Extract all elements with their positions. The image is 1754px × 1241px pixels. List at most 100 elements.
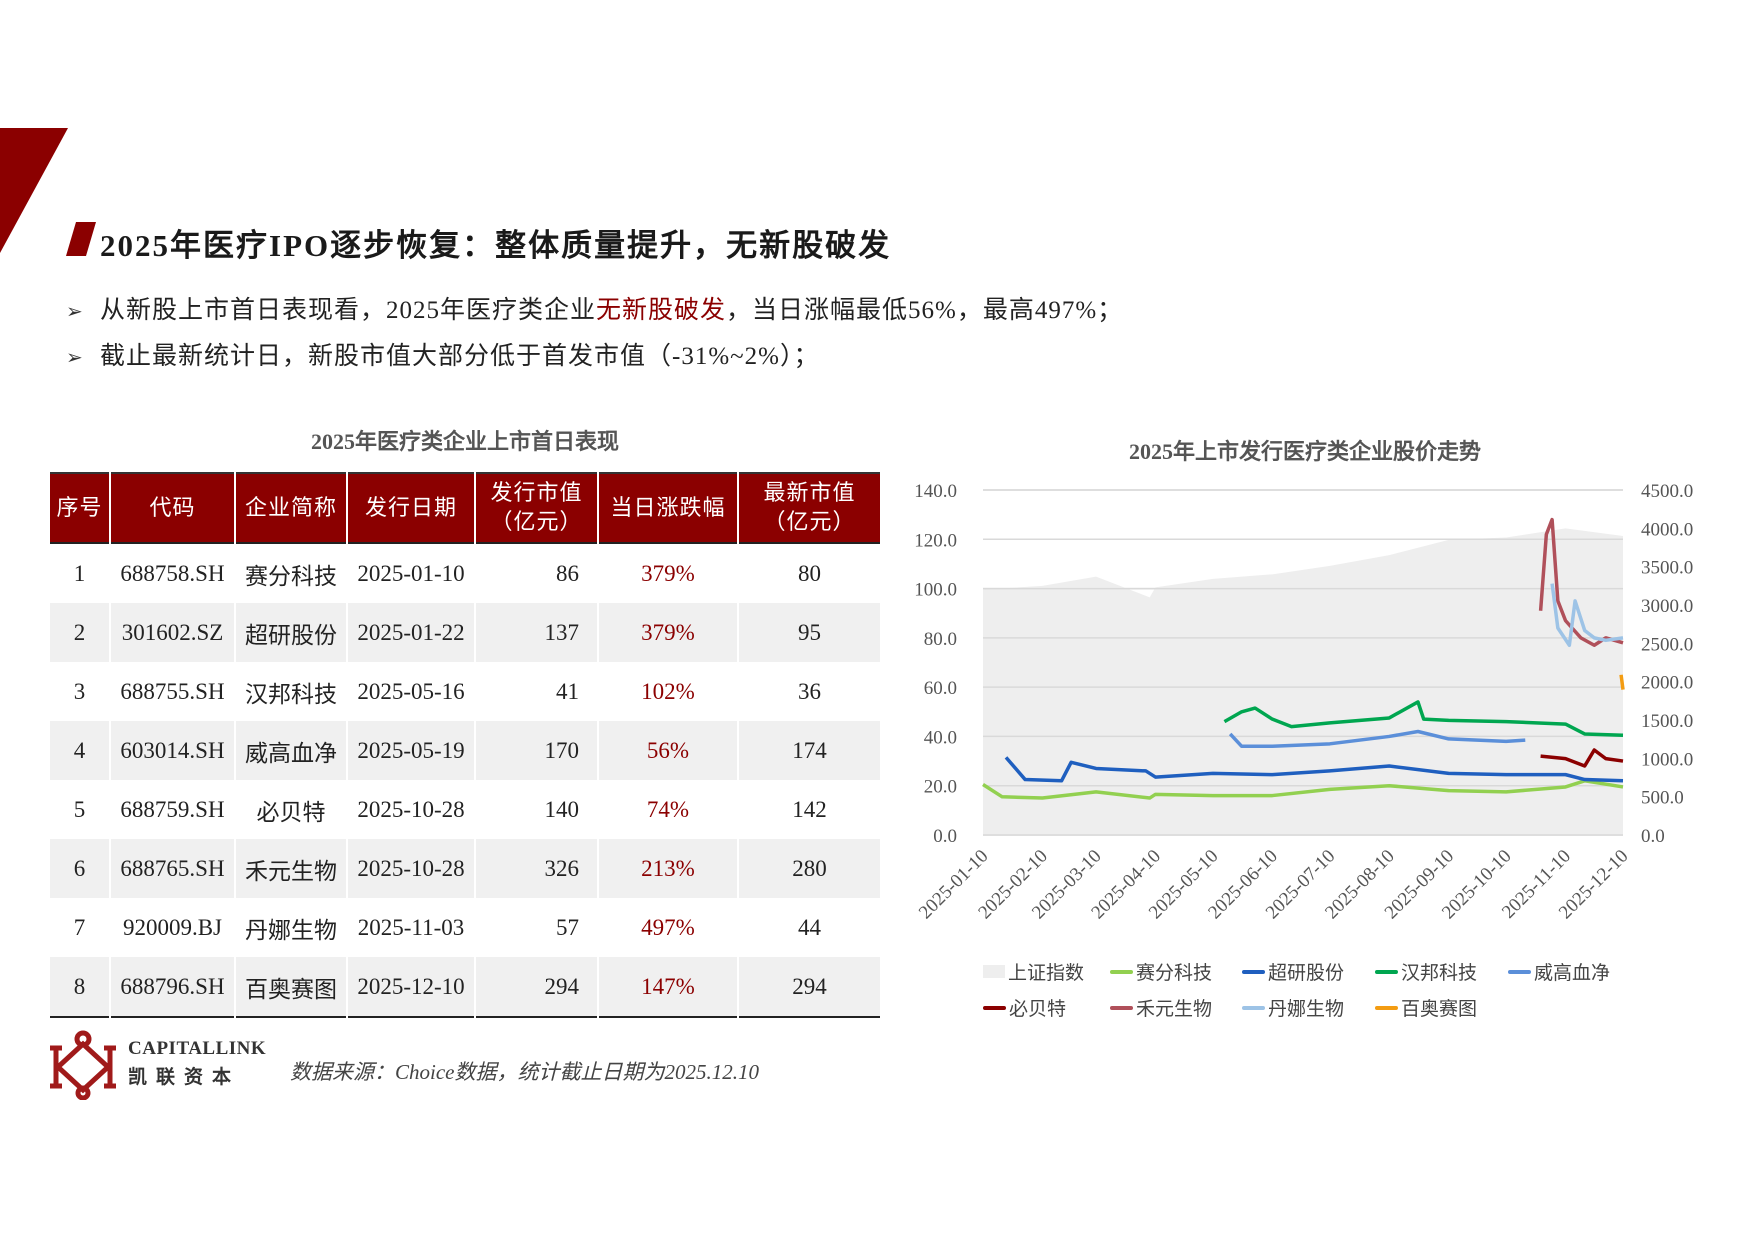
cell-latest-value: 280 — [737, 839, 880, 898]
legend-label: 赛分科技 — [1136, 963, 1213, 984]
line-series — [1004, 756, 1624, 783]
y-right-tick: 2500.0 — [1641, 634, 1693, 655]
cell-date: 2025-01-10 — [346, 543, 475, 603]
legend-line-swatch-icon — [1242, 1005, 1265, 1010]
cell-name: 赛分科技 — [234, 543, 347, 603]
stock-price-chart: 0.0 20.0 40.0 60.0 80.0 100.0 120.0 140.0 0.0 500… — [914, 481, 1693, 923]
y-right-tick: 2000.0 — [1641, 673, 1693, 694]
area-series-shanghai-index — [983, 528, 1623, 835]
cell-issue-value: 326 — [474, 839, 598, 898]
table-row: 4 603014.SH 威高血净 2025-05-19 170 56% 174 — [50, 721, 880, 780]
bullet-1: ➢ 从新股上市首日表现看，2025年医疗类企业无新股破发，当日涨幅最低56%，最高… — [66, 297, 1124, 324]
cell-index: 8 — [50, 957, 110, 1017]
y-right-tick: 1500.0 — [1641, 711, 1693, 732]
cell-code: 920009.BJ — [109, 898, 235, 957]
table-row: 2 301602.SZ 超研股份 2025-01-22 137 379% 95 — [50, 603, 880, 662]
y-right-tick: 4500.0 — [1641, 481, 1693, 502]
y-left-tick: 100.0 — [914, 580, 957, 601]
arrow-bullet-icon: ➢ — [66, 301, 84, 323]
header-issue-value: 发行市值 （亿元） — [474, 473, 598, 543]
cell-issue-value: 86 — [474, 543, 598, 603]
legend-item: 百奥赛图 — [1375, 994, 1477, 1021]
cell-first-day-change: 102% — [597, 662, 738, 721]
table-title: 2025年医疗类企业上市首日表现 — [310, 429, 619, 454]
line-series — [1619, 674, 1625, 690]
cell-issue-value: 140 — [474, 780, 598, 839]
legend-label: 威高血净 — [1534, 963, 1611, 984]
cell-index: 4 — [50, 721, 110, 780]
arrow-bullet-icon: ➢ — [66, 347, 84, 369]
legend-line-swatch-icon — [1242, 969, 1265, 974]
cell-issue-value: 41 — [474, 662, 598, 721]
cell-code: 688796.SH — [109, 957, 235, 1017]
cell-code: 688765.SH — [109, 839, 235, 898]
y-right-tick: 3000.0 — [1641, 596, 1693, 617]
cell-first-day-change: 497% — [597, 898, 738, 957]
cell-name: 汉邦科技 — [234, 662, 347, 721]
y-left-tick: 80.0 — [924, 629, 957, 650]
cell-name: 超研股份 — [234, 603, 347, 662]
legend-item: 超研股份 — [1242, 958, 1344, 985]
cell-latest-value: 294 — [737, 957, 880, 1017]
cell-name: 百奥赛图 — [234, 957, 347, 1017]
y-right-tick: 0.0 — [1641, 826, 1665, 847]
cell-latest-value: 36 — [737, 662, 880, 721]
table-row: 8 688796.SH 百奥赛图 2025-12-10 294 147% 294 — [50, 957, 880, 1017]
title-accent-icon — [66, 222, 96, 256]
cell-code: 688758.SH — [109, 543, 235, 603]
legend-label: 丹娜生物 — [1268, 999, 1345, 1020]
cell-code: 301602.SZ — [109, 603, 235, 662]
header-index: 序号 — [50, 473, 110, 543]
cell-date: 2025-10-28 — [346, 780, 475, 839]
bullet-2: ➢ 截止最新统计日，新股市值大部分低于首发市值（-31%~2%）； — [66, 343, 820, 370]
data-source-note: 数据来源：Choice数据，统计截止日期为2025.12.10 — [290, 1060, 759, 1084]
cell-date: 2025-11-03 — [346, 898, 475, 957]
line-series — [1540, 748, 1624, 768]
legend-item: 赛分科技 — [1110, 958, 1212, 985]
capitallink-logo-icon — [50, 1030, 116, 1100]
cell-date: 2025-05-19 — [346, 721, 475, 780]
legend-line-swatch-icon — [1375, 1005, 1398, 1010]
legend-line-swatch-icon — [1508, 969, 1531, 974]
y-left-tick: 0.0 — [933, 826, 957, 847]
cell-latest-value: 142 — [737, 780, 880, 839]
legend-label: 超研股份 — [1268, 963, 1345, 984]
line-series — [982, 779, 1624, 800]
legend-item: 汉邦科技 — [1375, 958, 1477, 985]
cell-issue-value: 57 — [474, 898, 598, 957]
header-code: 代码 — [109, 473, 235, 543]
legend-item: 威高血净 — [1508, 958, 1610, 985]
table-row: 1 688758.SH 赛分科技 2025-01-10 86 379% 80 — [50, 543, 880, 603]
legend-label: 百奥赛图 — [1401, 999, 1478, 1020]
y-left-tick: 60.0 — [924, 678, 957, 699]
cell-code: 688759.SH — [109, 780, 235, 839]
legend-line-swatch-icon — [1375, 969, 1398, 974]
legend-line-swatch-icon — [1110, 969, 1133, 974]
chart-title: 2025年上市发行医疗类企业股价走势 — [1128, 439, 1481, 464]
line-series — [1228, 729, 1526, 749]
cell-first-day-change: 56% — [597, 721, 738, 780]
cell-index: 2 — [50, 603, 110, 662]
legend-area-swatch-icon — [983, 965, 1005, 978]
legend-item: 禾元生物 — [1110, 994, 1212, 1021]
table-row: 7 920009.BJ 丹娜生物 2025-11-03 57 497% 44 — [50, 898, 880, 957]
cell-code: 603014.SH — [109, 721, 235, 780]
y-right-tick: 500.0 — [1641, 788, 1684, 809]
corner-decoration — [0, 128, 68, 253]
y-right-tick: 4000.0 — [1641, 519, 1693, 540]
logo-text-en: CAPITALLINK — [128, 1038, 267, 1059]
y-left-tick: 20.0 — [924, 777, 957, 798]
header-latest-value: 最新市值 （亿元） — [737, 473, 880, 543]
line-series — [1223, 700, 1624, 737]
table-row: 6 688765.SH 禾元生物 2025-10-28 326 213% 280 — [50, 839, 880, 898]
y-right-tick: 3500.0 — [1641, 558, 1693, 579]
cell-date: 2025-05-16 — [346, 662, 475, 721]
logo-text-cn: 凯联资本 — [128, 1067, 241, 1088]
cell-first-day-change: 379% — [597, 543, 738, 603]
cell-issue-value: 170 — [474, 721, 598, 780]
cell-index: 5 — [73, 796, 86, 822]
table-row: 3 688755.SH 汉邦科技 2025-05-16 41 102% 36 — [50, 662, 880, 721]
cell-first-day-change: 147% — [597, 957, 738, 1017]
cell-code: 688755.SH — [109, 662, 235, 721]
cell-latest-value: 44 — [737, 898, 880, 957]
